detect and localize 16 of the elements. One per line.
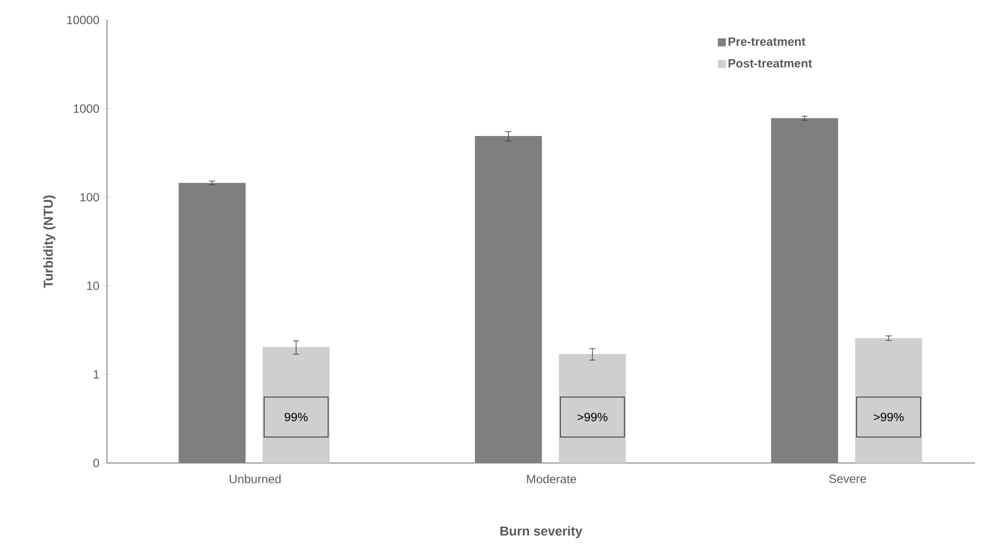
y-tick-label: 100 — [80, 192, 100, 202]
x-tick-label: Severe — [829, 474, 866, 483]
annotation: 99% — [284, 412, 308, 422]
x-tick-label: Unburned — [230, 474, 281, 484]
y-tick-label: 1000 — [74, 104, 100, 113]
y-tick-label: 0 — [93, 458, 100, 468]
annotation: >99% — [874, 412, 904, 422]
x-axis-title: Burn severity — [500, 526, 582, 538]
legend-label: Pre-treatment — [728, 37, 806, 46]
legend-label: Post-treatment — [728, 59, 812, 68]
x-tick-label: Moderate — [527, 474, 576, 484]
y-tick-label: 10 — [87, 282, 100, 290]
y-tick-label: 1 — [94, 370, 99, 378]
y-axis-title: Turbidity (NTU) — [43, 195, 56, 288]
annotation: >99% — [578, 412, 608, 422]
y-tick-label: 10000 — [67, 16, 100, 24]
